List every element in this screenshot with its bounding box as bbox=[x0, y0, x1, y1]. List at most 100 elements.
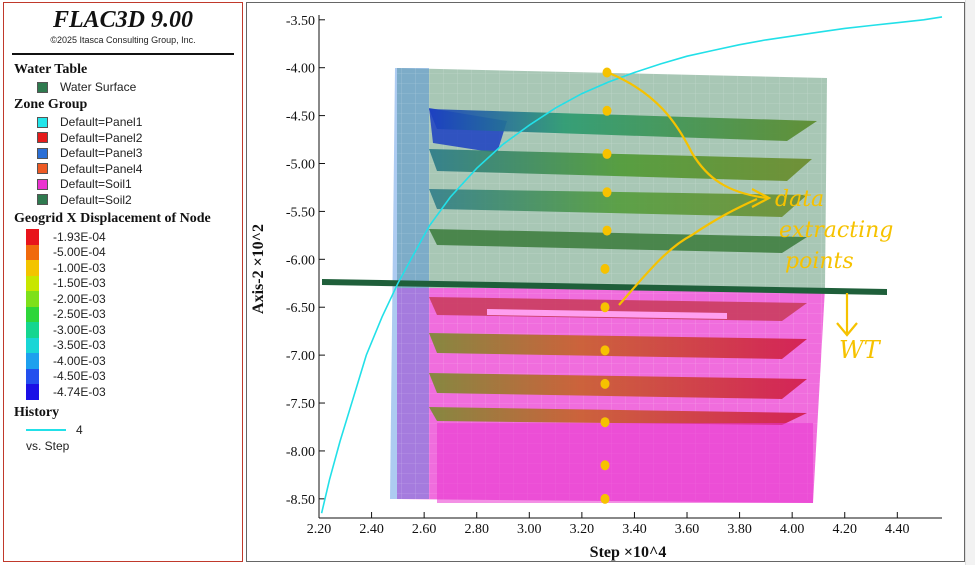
geogrid-layer-7 bbox=[429, 373, 807, 399]
colorbar-label: -4.00E-03 bbox=[53, 353, 106, 368]
colorbar-row: -3.50E-03 bbox=[26, 337, 106, 353]
geogrid-layer-8 bbox=[429, 407, 807, 425]
colorbar-label: -1.00E-03 bbox=[53, 260, 106, 275]
history-series-line bbox=[320, 16, 943, 514]
soil1-bottom bbox=[437, 423, 813, 503]
axes bbox=[318, 15, 942, 519]
data-point-marker bbox=[600, 378, 610, 389]
legend-item-zone-4: Default=Panel4 bbox=[37, 162, 142, 176]
history-vs-label: vs. Step bbox=[26, 439, 70, 453]
x-tick-label: 3.80 bbox=[727, 522, 752, 537]
history-heading: History bbox=[14, 405, 60, 420]
colorbar-row: -3.00E-03 bbox=[26, 322, 106, 338]
water-surface-label: Water Surface bbox=[60, 80, 137, 94]
y-axis-title: Axis-2 ×10^2 bbox=[250, 224, 267, 314]
data-point-marker bbox=[600, 493, 610, 504]
legend-item-zone-2: Default=Panel2 bbox=[37, 131, 142, 145]
legend-item-zone-3: Default=Panel3 bbox=[37, 146, 142, 160]
colorbar-row: -1.00E-03 bbox=[26, 260, 106, 276]
x-tick-label: 2.60 bbox=[412, 522, 437, 537]
colorbar-row: -4.50E-03 bbox=[26, 368, 106, 384]
y-ticks: -3.50 -4.00 -4.50 -5.00 -5.50 -6.00 -6.50 -7.00… bbox=[286, 14, 325, 508]
y-tick-label: -5.00 bbox=[286, 158, 315, 173]
model-3d-view bbox=[322, 68, 887, 503]
zone-label: Default=Soil2 bbox=[60, 192, 132, 207]
x-tick-label: 4.20 bbox=[832, 522, 857, 537]
y-tick-label: -8.00 bbox=[286, 445, 315, 460]
geogrid-layer-4 bbox=[429, 229, 807, 253]
zone-label: Default=Panel2 bbox=[60, 130, 143, 145]
x-tick-label: 3.60 bbox=[675, 522, 700, 537]
zone-group-heading: Zone Group bbox=[14, 97, 88, 112]
y-tick-label: -8.50 bbox=[286, 493, 315, 508]
x-tick-label: 2.80 bbox=[464, 522, 489, 537]
colorbar-label: -1.93E-04 bbox=[53, 229, 106, 244]
y-tick-label: -5.50 bbox=[286, 205, 315, 220]
zone-swatch bbox=[37, 178, 48, 190]
colorbar-label: -2.50E-03 bbox=[53, 307, 106, 322]
water-table-heading: Water Table bbox=[14, 62, 88, 77]
annotation-points: points bbox=[785, 249, 854, 274]
plot-svg[interactable]: 2.20 2.40 2.60 2.80 3.00 3.20 3.40 3.60 3.80 4.00… bbox=[247, 3, 966, 563]
colorbar-swatch bbox=[26, 384, 39, 400]
colorbar-row: -1.50E-03 bbox=[26, 275, 106, 291]
colorbar-swatch bbox=[26, 306, 39, 322]
zone-swatch bbox=[37, 116, 48, 128]
colorbar-row: -1.93E-04 bbox=[26, 229, 106, 245]
zone-label: Default=Panel3 bbox=[60, 146, 143, 160]
annotation-data: data bbox=[775, 187, 824, 212]
y-tick-label: -4.50 bbox=[286, 110, 315, 125]
y-tick-label: -7.00 bbox=[286, 349, 315, 364]
history-item-label: 4 bbox=[76, 423, 83, 437]
colorbar-swatch bbox=[26, 337, 39, 353]
colorbar-swatch bbox=[26, 353, 39, 369]
zone-label: Default=Panel1 bbox=[60, 115, 143, 129]
colorbar-swatch bbox=[26, 275, 39, 291]
legend-divider bbox=[12, 53, 234, 55]
data-point-marker bbox=[602, 148, 612, 159]
y-tick-label: -7.50 bbox=[286, 397, 315, 412]
colorbar-swatch bbox=[26, 260, 39, 276]
annotation-wt: WT bbox=[839, 336, 882, 364]
colorbar-label: -5.00E-04 bbox=[53, 245, 106, 260]
zone-label: Default=Soil1 bbox=[60, 177, 132, 191]
x-tick-label: 3.20 bbox=[570, 522, 595, 537]
data-point-marker bbox=[600, 345, 610, 356]
water-surface-plane bbox=[322, 279, 887, 295]
panel1-strip bbox=[487, 309, 727, 319]
legend-item-zone-6: Default=Soil2 bbox=[37, 193, 132, 207]
x-tick-label: 3.00 bbox=[517, 522, 542, 537]
colorbar-label: -1.50E-03 bbox=[53, 276, 106, 291]
colorbar-swatch bbox=[26, 229, 39, 245]
colorbar-label: -3.50E-03 bbox=[53, 338, 106, 353]
geogrid-layer-1 bbox=[429, 109, 817, 141]
legend-panel: FLAC3D 9.00 ©2025 Itasca Consulting Grou… bbox=[3, 2, 243, 562]
data-point-marker bbox=[602, 67, 612, 78]
history-item: 4 bbox=[26, 423, 83, 437]
colorbar-row: -2.50E-03 bbox=[26, 306, 106, 322]
colorbar-swatch bbox=[26, 368, 39, 384]
data-point-marker bbox=[602, 105, 612, 116]
colorbar-label: -4.50E-03 bbox=[53, 369, 106, 384]
data-point-marker bbox=[600, 263, 610, 274]
colorbar-label: -3.00E-03 bbox=[53, 322, 106, 337]
annotation-arrowhead-1 bbox=[751, 188, 772, 208]
app-title: FLAC3D 9.00 bbox=[52, 7, 193, 33]
geogrid-layer-2 bbox=[429, 149, 812, 181]
zone-swatch bbox=[37, 163, 48, 174]
data-point-marker bbox=[600, 417, 610, 428]
colorbar-swatch bbox=[26, 322, 39, 338]
zone-swatch bbox=[37, 147, 48, 159]
zone-swatch bbox=[37, 194, 48, 205]
colorbar-row: -4.74E-03 bbox=[26, 384, 106, 400]
plot-view[interactable]: 2.20 2.40 2.60 2.80 3.00 3.20 3.40 3.60 3.80 4.00… bbox=[246, 2, 965, 562]
annotation-arrow-2 bbox=[618, 197, 758, 306]
x-tick-label: 4.00 bbox=[780, 522, 805, 537]
x-tick-label: 2.20 bbox=[307, 522, 332, 537]
geogrid-layer-3 bbox=[429, 189, 807, 217]
colorbar-row: -2.00E-03 bbox=[26, 291, 106, 307]
water-surface-swatch bbox=[37, 81, 48, 93]
x-tick-label: 3.40 bbox=[622, 522, 647, 537]
history-line-swatch bbox=[26, 429, 66, 431]
legend-item-zone-1: Default=Panel1 bbox=[37, 115, 142, 129]
